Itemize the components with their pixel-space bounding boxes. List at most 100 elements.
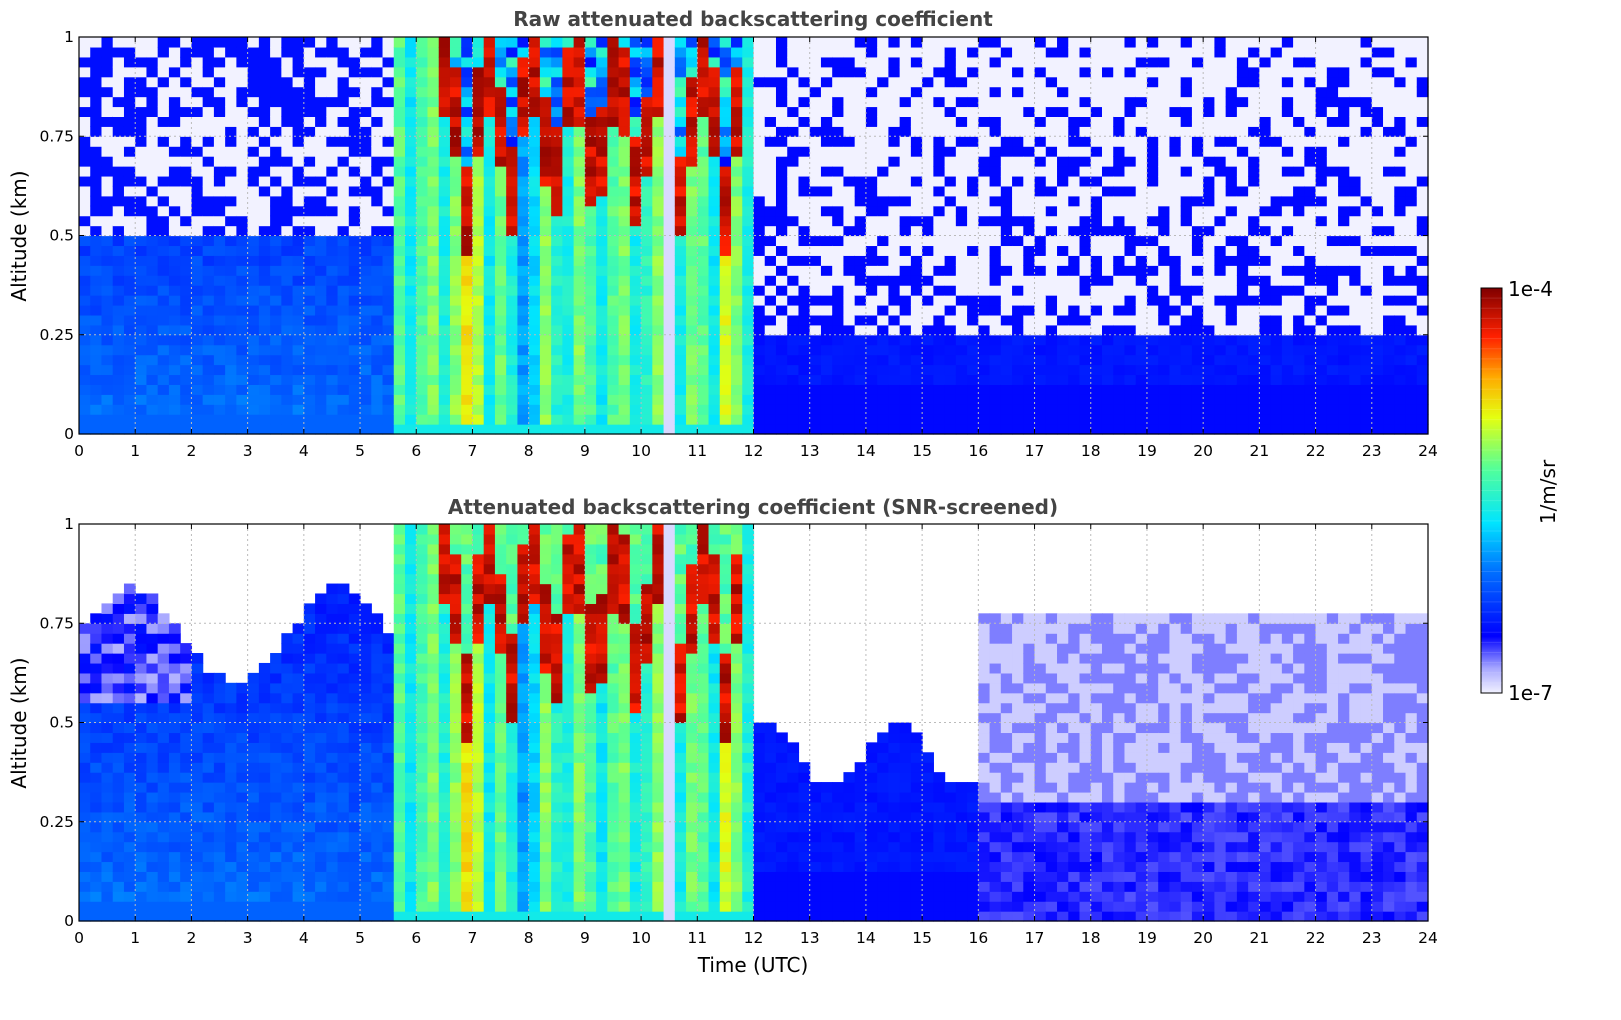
heatmap-cell xyxy=(820,404,833,415)
heatmap-cell xyxy=(292,364,305,376)
heatmap-cell xyxy=(910,414,923,425)
heatmap-cell xyxy=(1338,116,1350,127)
heatmap-cell xyxy=(1045,295,1058,306)
heatmap-cell xyxy=(315,37,327,48)
heatmap-cell xyxy=(663,285,676,296)
heatmap-cell xyxy=(1259,96,1272,108)
heatmap-cell xyxy=(213,136,226,147)
heatmap-cell xyxy=(393,96,406,108)
heatmap-cell xyxy=(944,344,957,356)
heatmap-cell xyxy=(1394,245,1407,256)
heatmap-cell xyxy=(877,175,889,187)
heatmap-cell xyxy=(494,126,507,137)
heatmap-cell xyxy=(1394,404,1407,415)
heatmap-cell xyxy=(1259,364,1272,376)
heatmap-cell xyxy=(1045,285,1058,296)
heatmap-cell xyxy=(79,126,91,137)
heatmap-cell xyxy=(494,235,507,247)
heatmap-cell xyxy=(562,116,575,127)
heatmap-cell xyxy=(573,136,586,147)
heatmap-cell xyxy=(663,414,676,425)
heatmap-cell xyxy=(1338,265,1350,276)
heatmap-cell xyxy=(539,185,552,197)
heatmap-cell xyxy=(1124,424,1137,435)
heatmap-cell xyxy=(1236,295,1249,306)
heatmap-cell xyxy=(191,424,204,435)
heatmap-cell xyxy=(1383,96,1395,108)
heatmap-cell xyxy=(393,255,406,266)
heatmap-cell xyxy=(989,76,1002,88)
heatmap-cell xyxy=(865,354,878,366)
heatmap-cell xyxy=(1248,37,1260,48)
heatmap-cell xyxy=(1394,146,1407,157)
heatmap-cell xyxy=(438,255,451,266)
heatmap-cell xyxy=(360,374,372,385)
heatmap-cell xyxy=(1293,364,1305,376)
heatmap-cell xyxy=(101,354,114,366)
heatmap-cell xyxy=(79,821,91,833)
heatmap-cell xyxy=(449,404,462,415)
heatmap-cell xyxy=(1236,235,1249,247)
heatmap-cell xyxy=(562,195,575,207)
heatmap-cell xyxy=(1304,265,1317,276)
heatmap-cell xyxy=(1057,37,1069,48)
heatmap-cell xyxy=(1079,156,1092,167)
heatmap-cell xyxy=(1068,146,1081,157)
heatmap-cell xyxy=(663,324,676,336)
heatmap-cell xyxy=(247,185,260,197)
heatmap-cell xyxy=(944,205,957,217)
heatmap-cell xyxy=(292,56,305,68)
heatmap-cell xyxy=(180,56,193,68)
heatmap-cell xyxy=(1000,106,1013,117)
heatmap-cell xyxy=(955,96,968,108)
heatmap-cell xyxy=(1248,364,1260,376)
heatmap-cell xyxy=(719,344,732,356)
heatmap-cell xyxy=(1225,235,1238,247)
heatmap-cell xyxy=(596,384,608,395)
heatmap-cell xyxy=(225,136,237,147)
heatmap-cell xyxy=(281,414,294,425)
heatmap-cell xyxy=(79,732,91,743)
heatmap-cell xyxy=(1236,126,1249,137)
x-tick-label: 9 xyxy=(580,442,590,460)
heatmap-cell xyxy=(225,295,237,306)
heatmap-cell xyxy=(1169,404,1182,415)
heatmap-cell xyxy=(303,314,316,326)
heatmap-cell xyxy=(213,265,226,276)
heatmap-cell xyxy=(247,374,260,385)
heatmap-cell xyxy=(213,37,226,48)
heatmap-cell xyxy=(922,146,934,157)
heatmap-cell xyxy=(517,175,530,187)
heatmap-cell xyxy=(337,285,350,296)
heatmap-cell xyxy=(348,364,361,376)
heatmap-cell xyxy=(438,116,451,127)
heatmap-cell xyxy=(1394,96,1407,108)
heatmap-cell xyxy=(910,374,923,385)
heatmap-cell xyxy=(472,185,485,197)
heatmap-cell xyxy=(1259,166,1272,177)
heatmap-cell xyxy=(1416,215,1429,227)
heatmap-cell xyxy=(506,66,519,78)
heatmap-cell xyxy=(1315,304,1328,316)
heatmap-cell xyxy=(360,46,372,58)
heatmap-cell xyxy=(202,146,215,157)
x-tick-label: 13 xyxy=(800,442,820,460)
heatmap-cell xyxy=(1079,404,1092,415)
heatmap-cell xyxy=(1315,195,1328,207)
heatmap-cell xyxy=(1169,205,1182,217)
heatmap-cell xyxy=(528,304,541,316)
heatmap-cell xyxy=(551,106,563,117)
heatmap-cell xyxy=(865,275,878,286)
heatmap-cell xyxy=(877,384,889,395)
heatmap-cell xyxy=(764,156,777,167)
heatmap-cell xyxy=(922,116,934,127)
heatmap-cell xyxy=(1225,215,1238,227)
heatmap-cell xyxy=(719,285,732,296)
heatmap-cell xyxy=(1113,374,1126,385)
heatmap-cell xyxy=(1000,146,1013,157)
heatmap-cell xyxy=(1191,225,1204,237)
heatmap-cell xyxy=(1169,334,1182,346)
heatmap-cell xyxy=(427,374,440,385)
heatmap-cell xyxy=(1371,76,1384,88)
heatmap-cell xyxy=(865,235,878,247)
